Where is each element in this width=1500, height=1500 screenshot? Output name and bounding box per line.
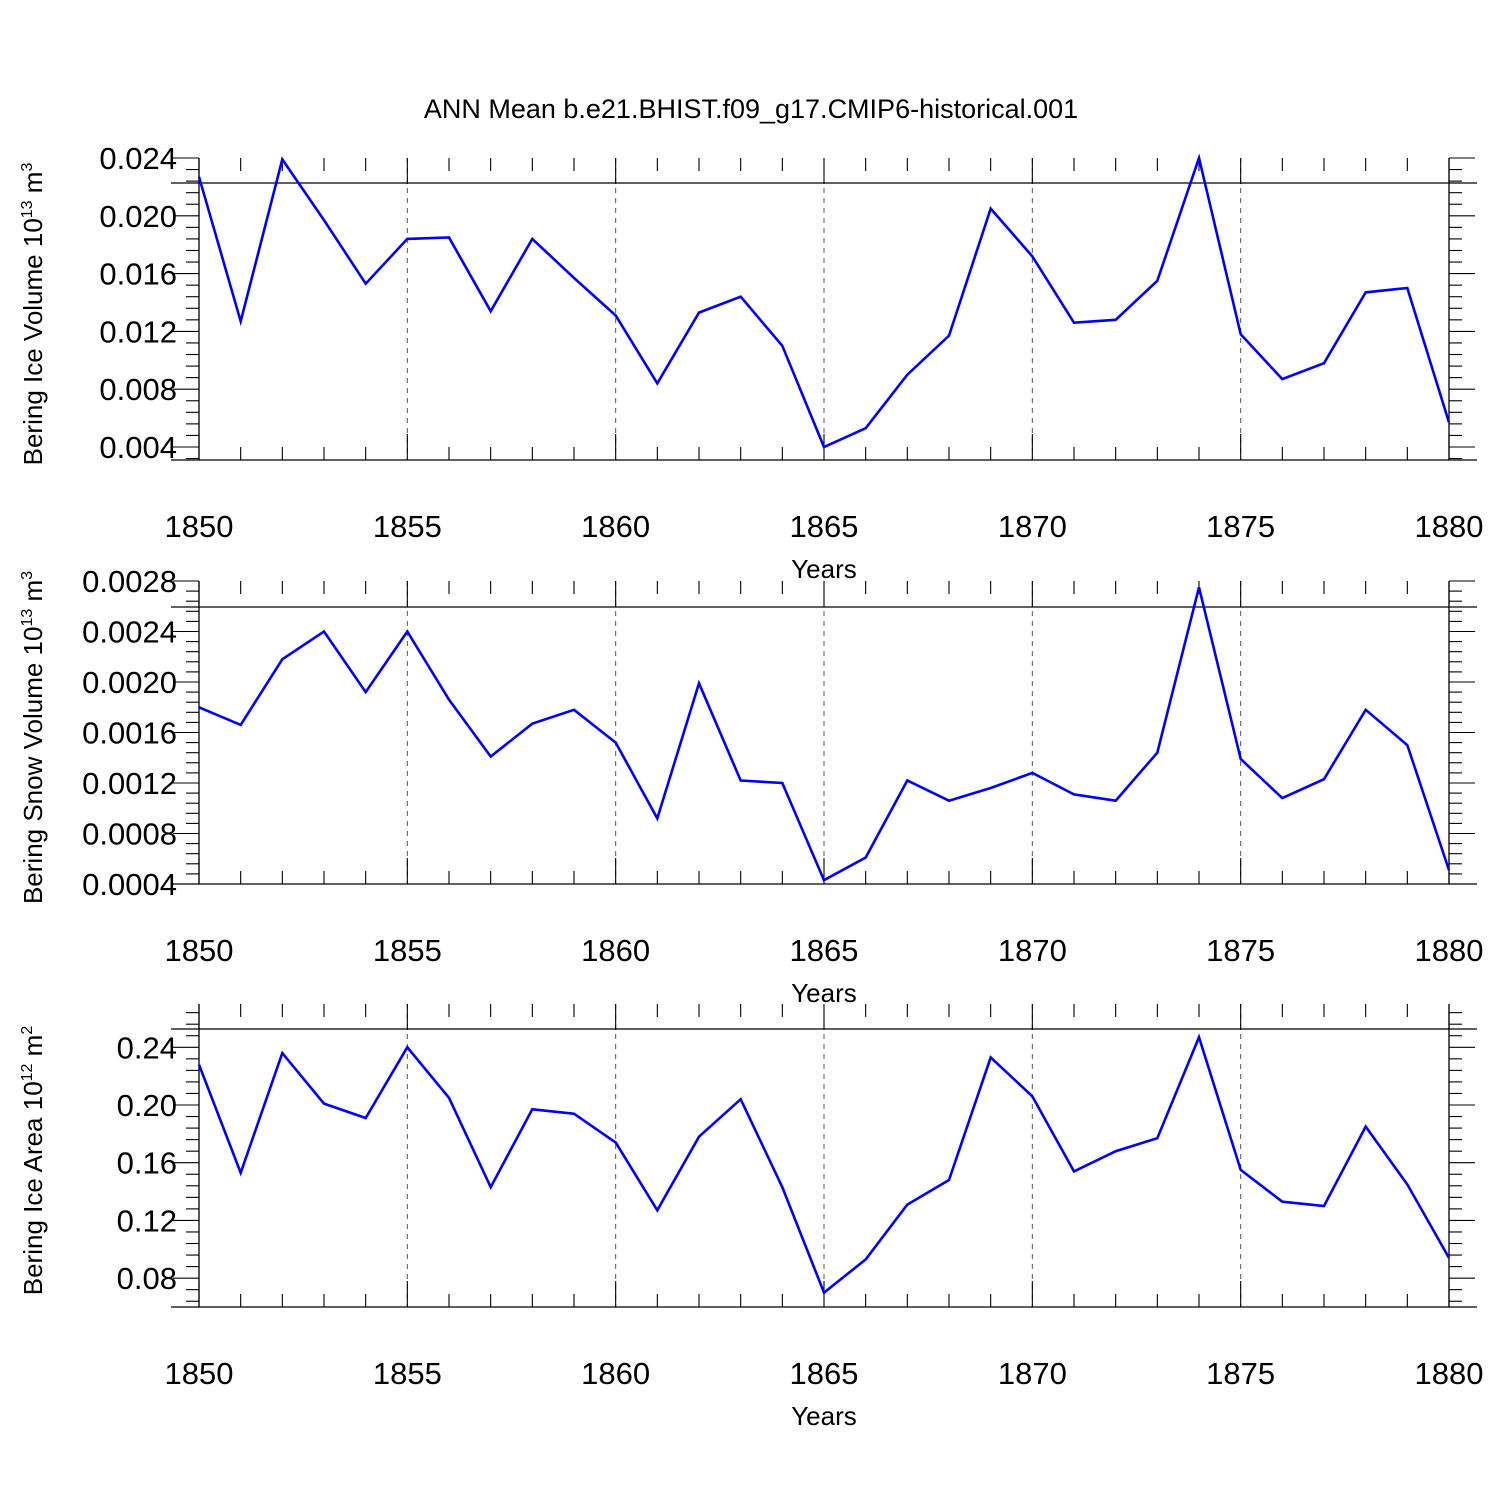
x-tick-label: 1875	[1206, 1356, 1275, 1391]
panel-1: 0.004 0.008 0.012 0.016 0.020 0.024 1850 1855 18…	[18, 141, 1483, 584]
y-axis-label-superscript: 3	[19, 571, 36, 580]
x-tick-label: 1865	[790, 1356, 859, 1391]
y-tick-label: 0.16	[117, 1146, 177, 1181]
y-tick-label: 0.0020	[82, 665, 177, 700]
y-tick-label: 0.008	[99, 372, 177, 407]
y-tick-label: 0.20	[117, 1088, 177, 1123]
y-tick-label: 0.0012	[82, 766, 177, 801]
y-axis-label-superscript: 13	[19, 200, 36, 218]
x-axis-label: Years	[791, 554, 857, 584]
x-tick-label: 1850	[165, 1356, 234, 1391]
x-tick-label: 1855	[373, 509, 442, 544]
series-line	[197, 1033, 1451, 1295]
x-tick-label: 1850	[165, 933, 234, 968]
x-tick-label: 1880	[1415, 509, 1484, 544]
x-tick-label: 1870	[998, 509, 1067, 544]
y-axis-label-part: Bering Snow Volume 10	[18, 627, 48, 905]
x-tick-label: 1870	[998, 933, 1067, 968]
y-axis-label-part: Bering Ice Volume 10	[18, 218, 48, 465]
panels: 0.004 0.008 0.012 0.016 0.020 0.024 1850 1855 18…	[18, 141, 1483, 1431]
x-tick-label: 1870	[998, 1356, 1067, 1391]
y-tick-label: 0.24	[117, 1030, 177, 1065]
panel-3: 0.08 0.12 0.16 0.20 0.24 1850 1855 1860 1865 1870…	[18, 1004, 1483, 1431]
y-axis-label-superscript: 3	[19, 163, 36, 172]
y-tick-label: 0.0008	[82, 817, 177, 852]
x-tick-label: 1855	[373, 933, 442, 968]
x-tick-label: 1880	[1415, 1356, 1484, 1391]
x-tick-label: 1875	[1206, 933, 1275, 968]
panel-2: 0.0004 0.0008 0.0012 0.0016 0.0020 0.0024 0.00…	[18, 564, 1483, 1008]
x-axis-label: Years	[791, 978, 857, 1008]
y-axis-label-superscript: 12	[19, 1063, 36, 1081]
y-tick-label: 0.004	[99, 430, 177, 465]
y-axis-label: Bering Ice Volume 1013 m3	[18, 163, 48, 466]
y-axis-label-part: Bering Ice Area 10	[18, 1081, 48, 1295]
x-tick-label: 1880	[1415, 933, 1484, 968]
y-axis-label-part: m	[18, 580, 48, 609]
x-tick-label: 1850	[165, 509, 234, 544]
y-axis-label-part: m	[18, 172, 48, 201]
x-tick-label: 1860	[581, 509, 650, 544]
y-axis-label-superscript: 13	[19, 609, 36, 627]
y-tick-label: 0.0016	[82, 716, 177, 751]
y-axis-label: Bering Snow Volume 1013 m3	[18, 571, 48, 904]
y-axis-label: Bering Ice Area 1012 m2	[18, 1026, 48, 1296]
series-line	[198, 586, 1451, 883]
y-tick-label: 0.12	[117, 1203, 177, 1238]
series-line	[197, 153, 1451, 449]
y-tick-label: 0.020	[99, 199, 177, 234]
x-tick-label: 1855	[373, 1356, 442, 1391]
y-tick-label: 0.016	[99, 257, 177, 292]
x-tick-label: 1860	[581, 933, 650, 968]
x-axis-label: Years	[791, 1401, 857, 1431]
x-tick-label: 1865	[790, 933, 859, 968]
y-tick-label: 0.024	[99, 141, 177, 176]
y-tick-label: 0.0028	[82, 564, 177, 599]
chart-title: ANN Mean b.e21.BHIST.f09_g17.CMIP6-histo…	[424, 94, 1078, 124]
y-tick-label: 0.0024	[82, 615, 177, 650]
y-tick-label: 0.08	[117, 1261, 177, 1296]
y-axis-label-part: m	[18, 1035, 48, 1064]
y-axis-label-superscript: 2	[19, 1026, 36, 1035]
x-tick-label: 1860	[581, 1356, 650, 1391]
x-tick-label: 1875	[1206, 509, 1275, 544]
y-tick-label: 0.0004	[82, 867, 177, 902]
y-tick-label: 0.012	[99, 314, 177, 349]
x-tick-label: 1865	[790, 509, 859, 544]
